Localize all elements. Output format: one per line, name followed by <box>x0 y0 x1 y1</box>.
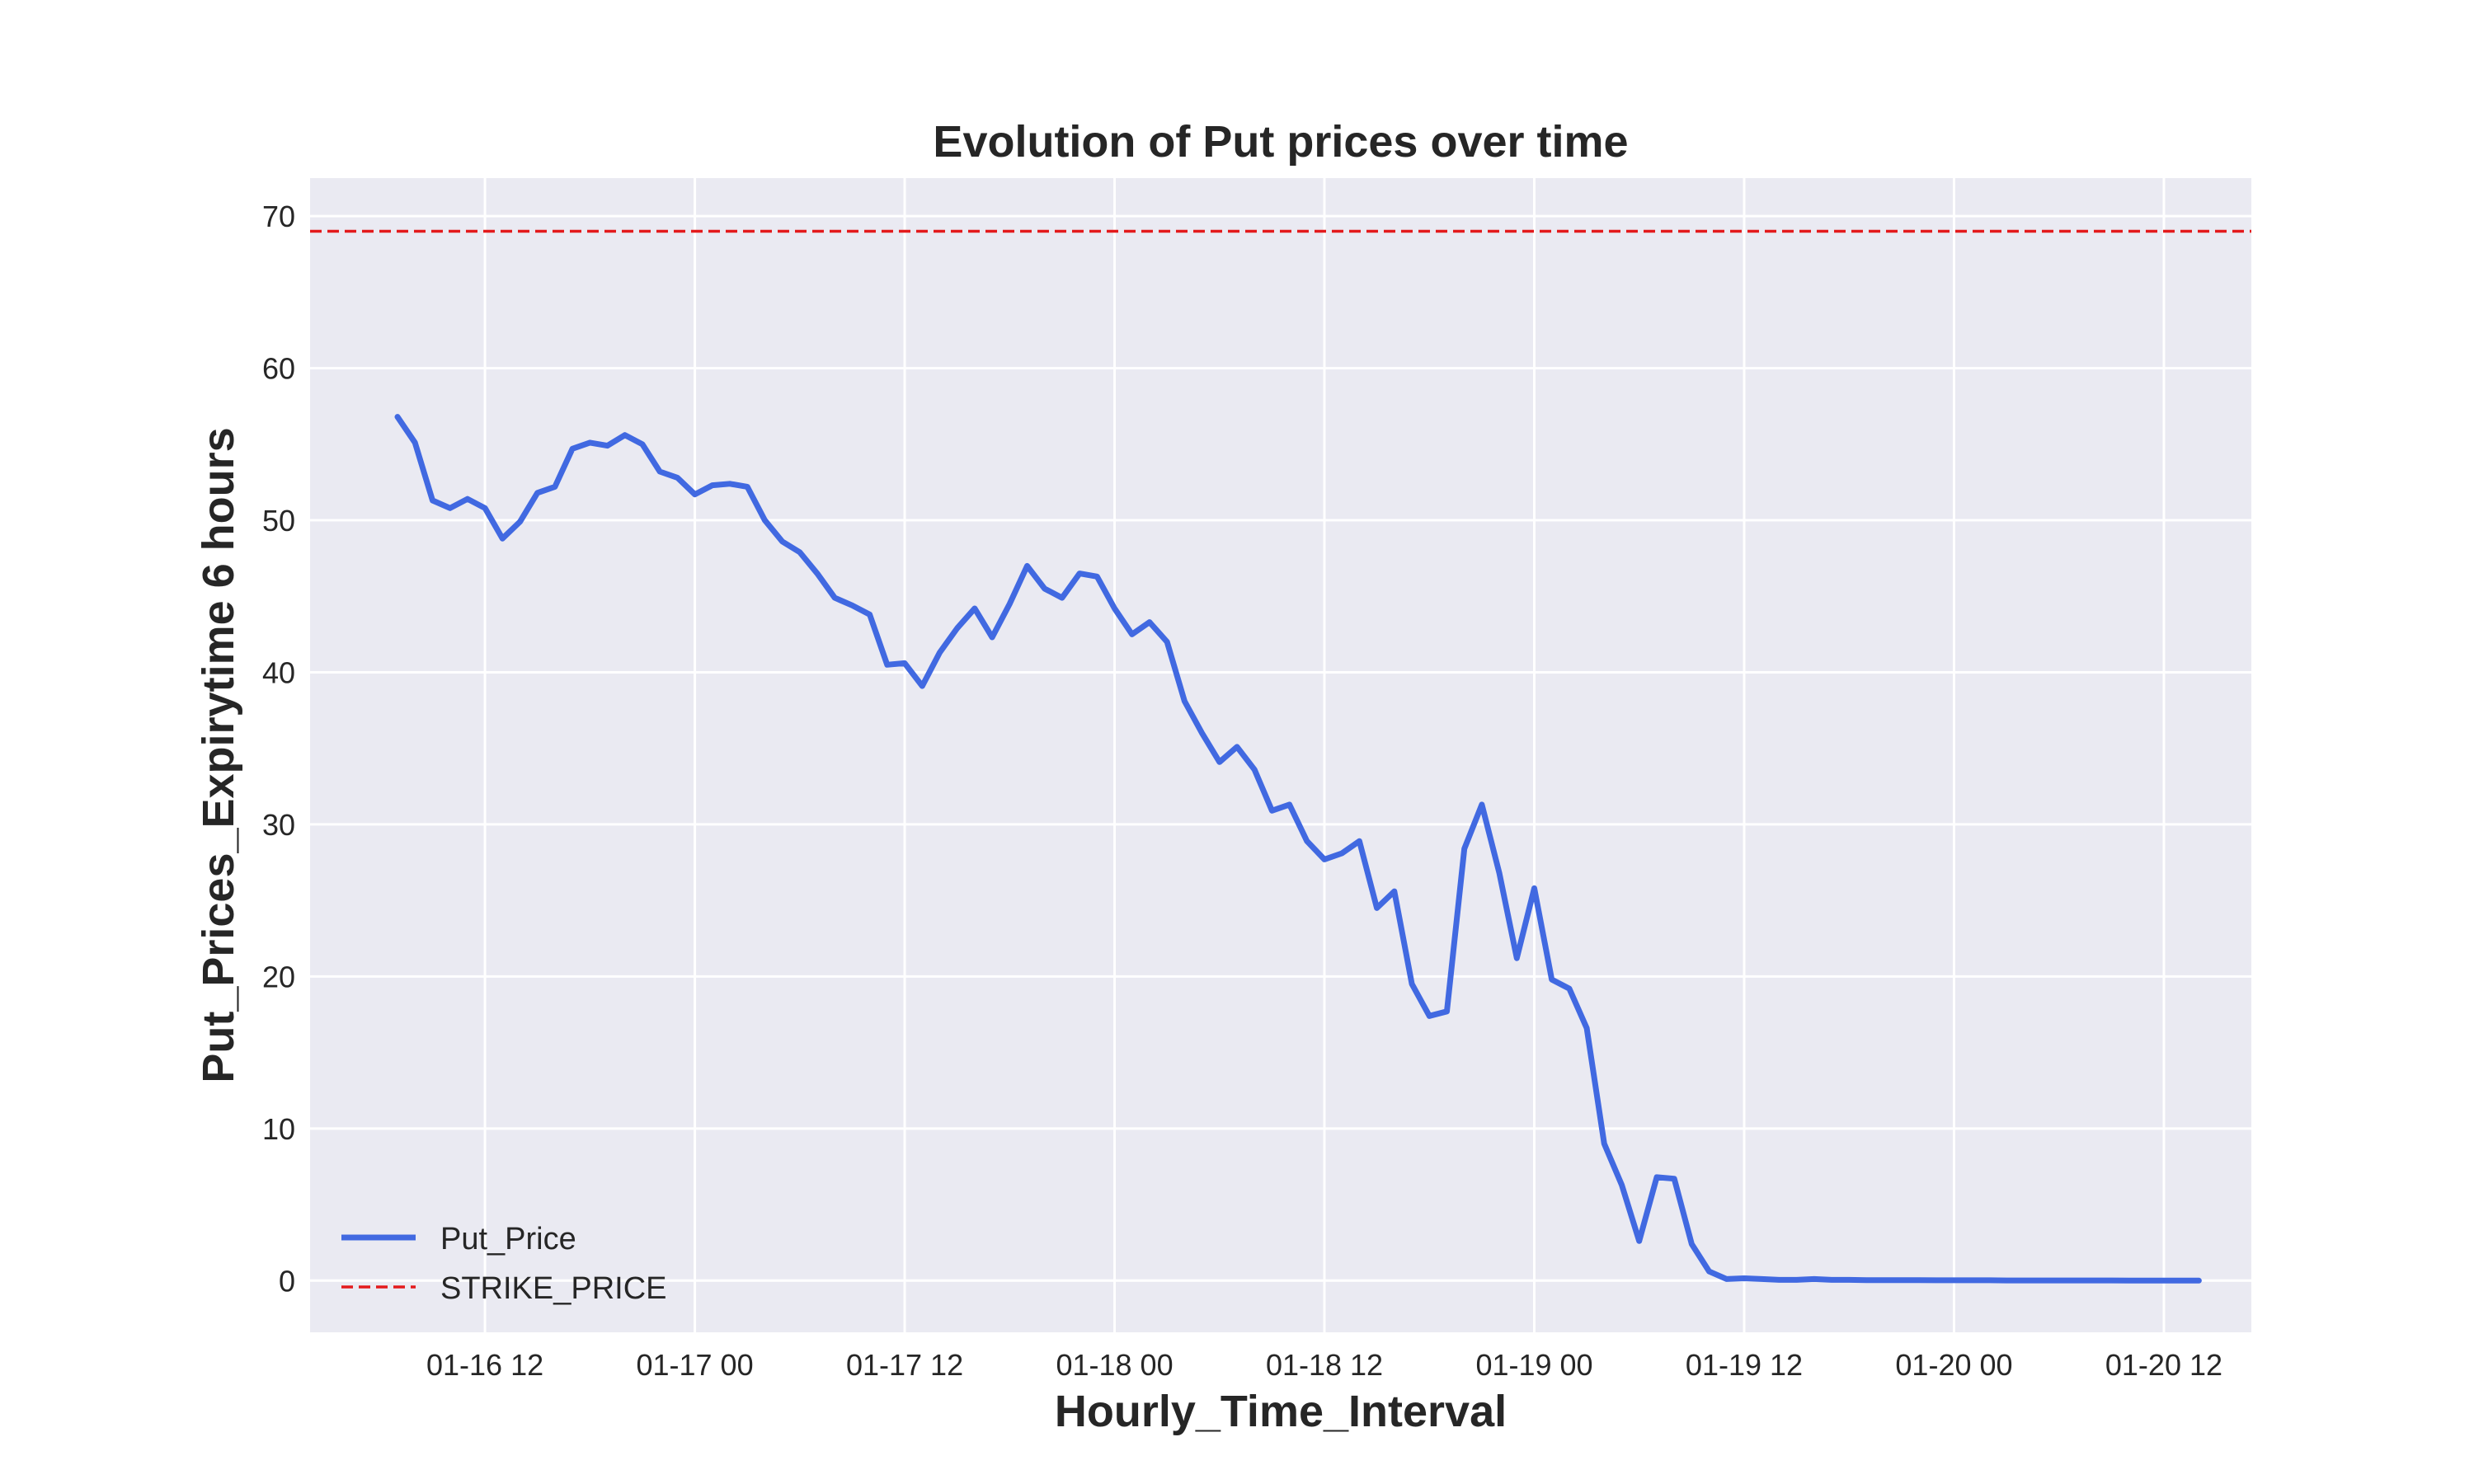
legend-label-strike-price: STRIKE_PRICE <box>440 1271 667 1306</box>
grid-lines <box>310 178 2251 1332</box>
y-tick-label: 0 <box>279 1264 295 1298</box>
chart-title: Evolution of Put prices over time <box>933 117 1628 167</box>
y-tick-label: 10 <box>262 1112 295 1146</box>
x-tick-label: 01-19 12 <box>1686 1348 1803 1382</box>
x-tick-label: 01-18 00 <box>1056 1348 1173 1382</box>
legend-label-put-price: Put_Price <box>440 1222 576 1256</box>
y-tick-label: 50 <box>262 504 295 538</box>
y-tick-label: 60 <box>262 352 295 386</box>
y-tick-label: 70 <box>262 200 295 233</box>
x-tick-label: 01-20 00 <box>1895 1348 2012 1382</box>
x-tick-labels: 01-16 12 01-17 00 01-17 12 01-18 00 01-18 12… <box>426 1348 2222 1382</box>
series-line-put-price <box>394 414 2202 1284</box>
plot-background <box>310 178 2251 1332</box>
x-tick-label: 01-19 00 <box>1475 1348 1592 1382</box>
x-tick-label: 01-17 12 <box>846 1348 963 1382</box>
x-tick-label: 01-18 12 <box>1266 1348 1383 1382</box>
x-tick-label: 01-16 12 <box>426 1348 543 1382</box>
y-tick-label: 30 <box>262 808 295 842</box>
y-tick-label: 40 <box>262 655 295 689</box>
y-axis-label: Put_Prices_Expirytime 6 hours <box>194 427 243 1082</box>
y-tick-labels: 0 10 20 30 40 50 60 70 <box>262 200 295 1298</box>
x-axis-label: Hourly_Time_Interval <box>1055 1387 1507 1436</box>
x-tick-label: 01-20 12 <box>2105 1348 2222 1382</box>
series-layer <box>310 229 2251 1284</box>
legend: Put_Price STRIKE_PRICE <box>341 1222 667 1306</box>
x-tick-label: 01-17 00 <box>636 1348 753 1382</box>
y-tick-label: 20 <box>262 960 295 993</box>
